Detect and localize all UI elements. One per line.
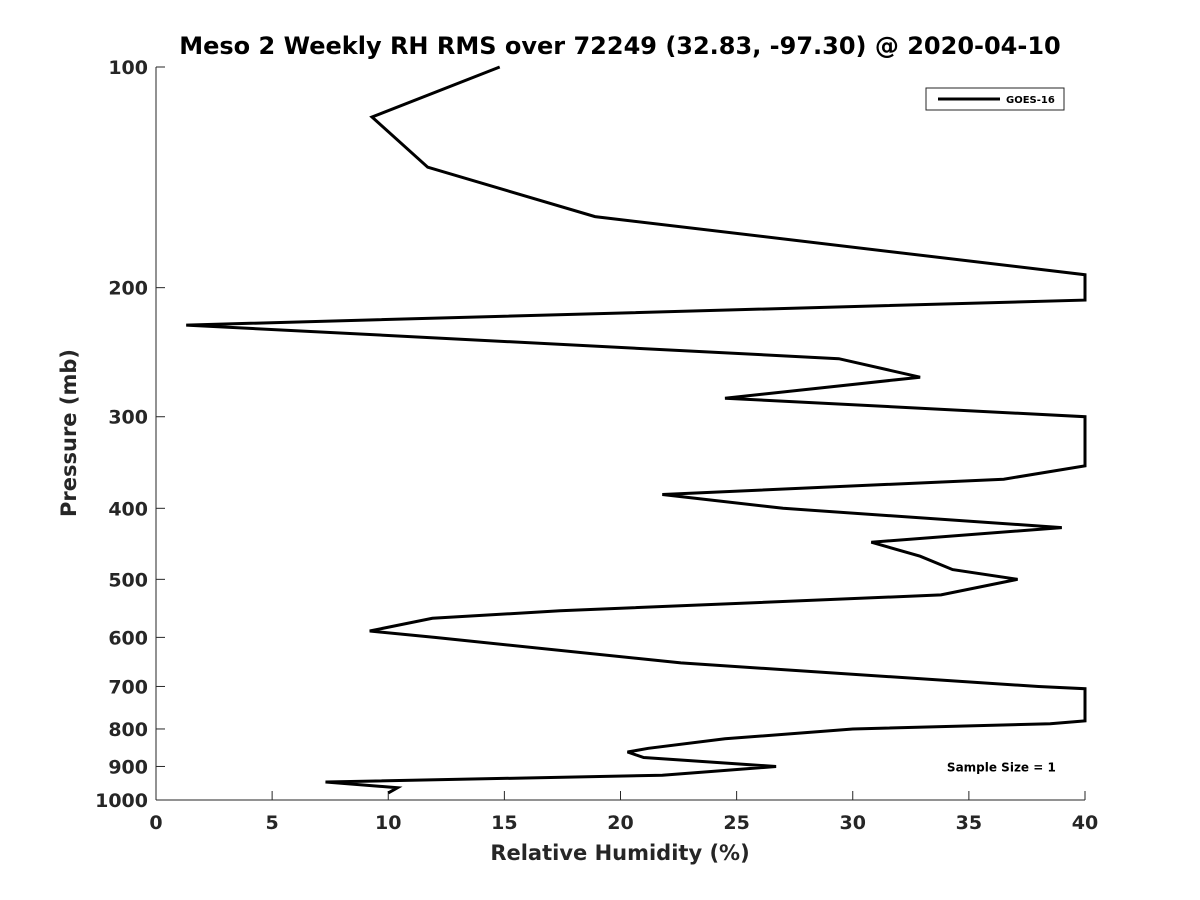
- x-axis-label: Relative Humidity (%): [490, 841, 749, 865]
- x-tick-label: 30: [840, 812, 866, 834]
- x-tick-label: 15: [491, 812, 517, 834]
- y-tick-label: 800: [108, 719, 148, 741]
- legend: GOES-16: [925, 87, 1065, 111]
- legend-label: GOES-16: [1006, 95, 1055, 106]
- y-tick-label: 600: [108, 627, 148, 649]
- series-line-goes-16: [186, 65, 1087, 795]
- plot-area: [156, 67, 1085, 800]
- x-tick-label: 10: [375, 812, 401, 834]
- y-tick-label: 200: [108, 278, 148, 300]
- y-tick-label: 700: [108, 676, 148, 698]
- plot-background: [156, 67, 1085, 800]
- annotation-layer: Sample Size = 1: [947, 760, 1056, 774]
- x-tick-label: 5: [266, 812, 279, 834]
- y-tick-label: 300: [108, 407, 148, 429]
- axes: 0 5 10 15 20 25 30 35 40 100 200 300 400 500 600 700 800…: [95, 57, 1098, 834]
- y-tick-label: 400: [108, 498, 148, 520]
- y-tick-label: 900: [108, 756, 148, 778]
- series-layer: [186, 65, 1087, 795]
- x-tick-label: 40: [1072, 812, 1098, 834]
- sample-size-annotation: Sample Size = 1: [947, 760, 1056, 774]
- x-tick-label: 0: [149, 812, 162, 834]
- x-tick-label: 20: [607, 812, 633, 834]
- y-tick-label: 1000: [95, 790, 148, 812]
- y-tick-label: 500: [108, 569, 148, 591]
- x-tick-label: 25: [723, 812, 749, 834]
- x-tick-label: 35: [956, 812, 982, 834]
- chart-title: Meso 2 Weekly RH RMS over 72249 (32.83, …: [179, 32, 1061, 60]
- y-axis-label: Pressure (mb): [57, 349, 81, 517]
- y-tick-label: 100: [108, 57, 148, 79]
